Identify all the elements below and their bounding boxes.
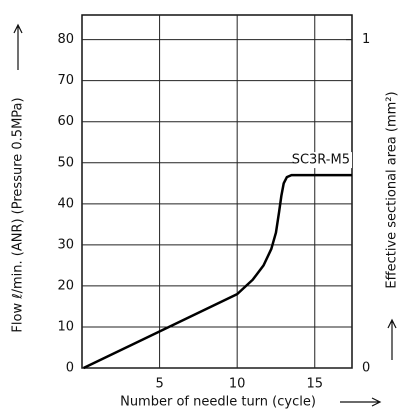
x-tick-label: 15 bbox=[306, 377, 323, 392]
y-tick-label: 70 bbox=[57, 73, 74, 88]
y-axis-label: Flow ℓ/min. (ANR) (Pressure 0.5MPa) bbox=[11, 97, 26, 332]
series-label-bg bbox=[294, 152, 352, 169]
y2-tick-label: 0 bbox=[362, 361, 370, 376]
axis-arrow bbox=[13, 23, 23, 70]
y-tick-label: 40 bbox=[57, 196, 74, 211]
y2-axis-label: Effective sectional area (mm²) bbox=[385, 91, 400, 288]
y-tick-label: 50 bbox=[57, 155, 74, 170]
y-tick-label: 20 bbox=[57, 278, 74, 293]
data-line bbox=[83, 173, 352, 370]
y-tick-label: 80 bbox=[57, 32, 74, 47]
y-tick-label: 10 bbox=[57, 319, 74, 334]
x-tick-label: 5 bbox=[155, 377, 163, 392]
y-tick-label: 60 bbox=[57, 114, 74, 129]
x-axis-label: Number of needle turn (cycle) bbox=[120, 395, 316, 410]
y2-tick-label: 1 bbox=[362, 32, 370, 47]
series-label: SC3R-M5 bbox=[292, 153, 350, 168]
y-tick-label: 0 bbox=[66, 361, 74, 376]
y-tick-label: 30 bbox=[57, 237, 74, 252]
axis-arrow bbox=[340, 397, 382, 407]
plot-frame bbox=[81, 14, 353, 369]
x-tick-label: 10 bbox=[229, 377, 246, 392]
axis-arrow bbox=[387, 318, 397, 360]
